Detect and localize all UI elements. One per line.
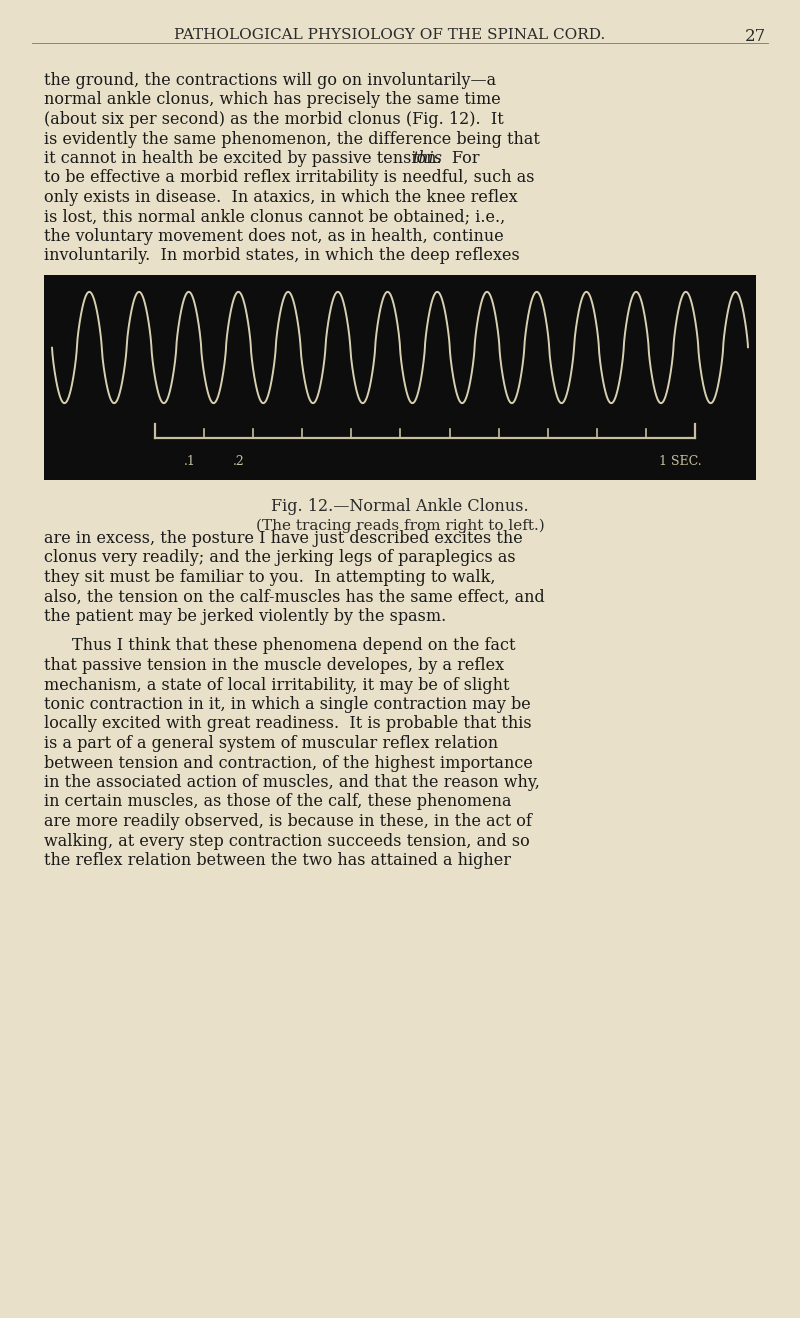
Text: that passive tension in the muscle developes, by a reflex: that passive tension in the muscle devel…: [44, 656, 504, 673]
Text: PATHOLOGICAL PHYSIOLOGY OF THE SPINAL CORD.: PATHOLOGICAL PHYSIOLOGY OF THE SPINAL CO…: [174, 28, 606, 42]
Text: the ground, the contractions will go on involuntarily—a: the ground, the contractions will go on …: [44, 72, 496, 90]
Text: Thus I think that these phenomena depend on the fact: Thus I think that these phenomena depend…: [72, 638, 515, 655]
Text: this: this: [413, 150, 442, 167]
Text: (about six per second) as the morbid clonus (Fig. 12).  It: (about six per second) as the morbid clo…: [44, 111, 504, 128]
Bar: [44, 275, 756, 480]
Text: in certain muscles, as those of the calf, these phenomena: in certain muscles, as those of the calf…: [44, 793, 511, 811]
Text: 27: 27: [744, 28, 766, 45]
Text: locally excited with great readiness.  It is probable that this: locally excited with great readiness. It…: [44, 716, 532, 733]
Text: involuntarily.  In morbid states, in which the deep reflexes: involuntarily. In morbid states, in whic…: [44, 248, 520, 265]
Text: tonic contraction in it, in which a single contraction may be: tonic contraction in it, in which a sing…: [44, 696, 530, 713]
Text: walking, at every step contraction succeeds tension, and so: walking, at every step contraction succe…: [44, 833, 530, 850]
Text: are in excess, the posture I have just described excites the: are in excess, the posture I have just d…: [44, 530, 522, 547]
Text: only exists in disease.  In ataxics, in which the knee reflex: only exists in disease. In ataxics, in w…: [44, 188, 518, 206]
Text: .2: .2: [233, 455, 244, 468]
Text: normal ankle clonus, which has precisely the same time: normal ankle clonus, which has precisely…: [44, 91, 501, 108]
Text: are more readily observed, is because in these, in the act of: are more readily observed, is because in…: [44, 813, 532, 830]
Text: the patient may be jerked violently by the spasm.: the patient may be jerked violently by t…: [44, 608, 446, 625]
Text: clonus very readily; and the jerking legs of paraplegics as: clonus very readily; and the jerking leg…: [44, 550, 516, 567]
Text: the voluntary movement does not, as in health, continue: the voluntary movement does not, as in h…: [44, 228, 504, 245]
Text: .1: .1: [183, 455, 195, 468]
Text: is a part of a general system of muscular reflex relation: is a part of a general system of muscula…: [44, 735, 498, 753]
Text: is evidently the same phenomenon, the difference being that: is evidently the same phenomenon, the di…: [44, 130, 540, 148]
Text: between tension and contraction, of the highest importance: between tension and contraction, of the …: [44, 754, 533, 771]
Text: it cannot in health be excited by passive tension.  For: it cannot in health be excited by passiv…: [44, 150, 485, 167]
Text: (The tracing reads from right to left.): (The tracing reads from right to left.): [256, 519, 544, 534]
Text: mechanism, a state of local irritability, it may be of slight: mechanism, a state of local irritability…: [44, 676, 510, 693]
Text: they sit must be familiar to you.  In attempting to walk,: they sit must be familiar to you. In att…: [44, 569, 495, 587]
Text: also, the tension on the calf-muscles has the same effect, and: also, the tension on the calf-muscles ha…: [44, 589, 545, 605]
Text: 1 SEC.: 1 SEC.: [658, 455, 702, 468]
Text: the reflex relation between the two has attained a higher: the reflex relation between the two has …: [44, 851, 511, 869]
Text: Fig. 12.—Normal Ankle Clonus.: Fig. 12.—Normal Ankle Clonus.: [271, 498, 529, 515]
Text: is lost, this normal ankle clonus cannot be obtained; i.e.,: is lost, this normal ankle clonus cannot…: [44, 208, 506, 225]
Text: to be effective a morbid reflex irritability is needful, such as: to be effective a morbid reflex irritabi…: [44, 170, 534, 187]
Text: in the associated action of muscles, and that the reason why,: in the associated action of muscles, and…: [44, 774, 540, 791]
